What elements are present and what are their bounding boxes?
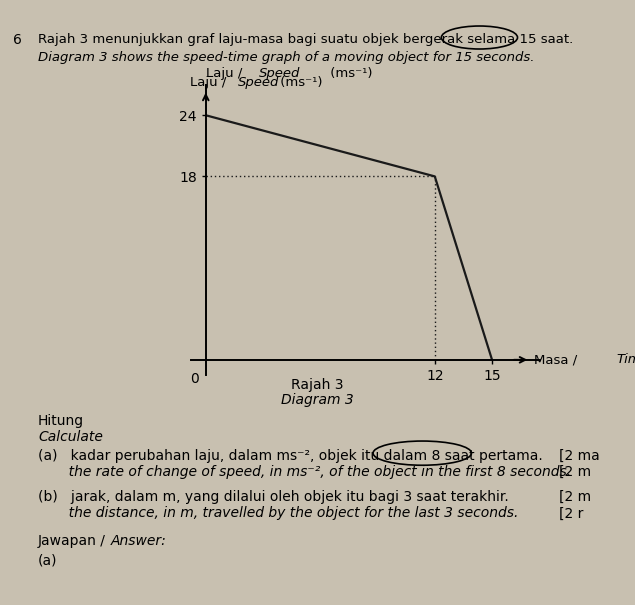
- Text: Speed: Speed: [238, 76, 279, 88]
- Text: Diagram 3 shows the speed-time graph of a moving object for 15 seconds.: Diagram 3 shows the speed-time graph of …: [38, 51, 535, 64]
- Text: Time: Time: [616, 353, 635, 366]
- Text: 6: 6: [13, 33, 22, 47]
- Text: Diagram 3: Diagram 3: [281, 393, 354, 407]
- Text: Rajah 3 menunjukkan graf laju-masa bagi suatu objek bergerak selama 15 saat.: Rajah 3 menunjukkan graf laju-masa bagi …: [38, 33, 573, 46]
- Text: 0: 0: [190, 372, 199, 386]
- Text: [2 m: [2 m: [559, 465, 591, 479]
- Text: [2 m: [2 m: [559, 490, 591, 504]
- Text: (ms⁻¹): (ms⁻¹): [326, 67, 373, 80]
- Text: Calculate: Calculate: [38, 430, 103, 443]
- Text: [2 ma: [2 ma: [559, 449, 599, 463]
- Text: Rajah 3: Rajah 3: [291, 378, 344, 392]
- Text: the rate of change of speed, in ms⁻², of the object in the first 8 seconds.: the rate of change of speed, in ms⁻², of…: [38, 465, 572, 479]
- Text: Masa /: Masa /: [534, 353, 582, 366]
- Text: (a): (a): [38, 554, 58, 567]
- Text: Speed: Speed: [259, 67, 300, 80]
- Text: (ms⁻¹): (ms⁻¹): [276, 76, 323, 88]
- Text: Hitung: Hitung: [38, 414, 84, 428]
- Text: Laju /: Laju /: [206, 67, 246, 80]
- Text: [2 r: [2 r: [559, 506, 583, 520]
- Text: the distance, in m, travelled by the object for the last 3 seconds.: the distance, in m, travelled by the obj…: [38, 506, 518, 520]
- Text: Laju /: Laju /: [190, 76, 231, 88]
- Text: (b)   jarak, dalam m, yang dilalui oleh objek itu bagi 3 saat terakhir.: (b) jarak, dalam m, yang dilalui oleh ob…: [38, 490, 509, 504]
- Text: Jawapan /: Jawapan /: [38, 534, 110, 548]
- Text: Answer:: Answer:: [111, 534, 167, 548]
- Text: (a)   kadar perubahan laju, dalam ms⁻², objek itu dalam 8 saat pertama.: (a) kadar perubahan laju, dalam ms⁻², ob…: [38, 449, 543, 463]
